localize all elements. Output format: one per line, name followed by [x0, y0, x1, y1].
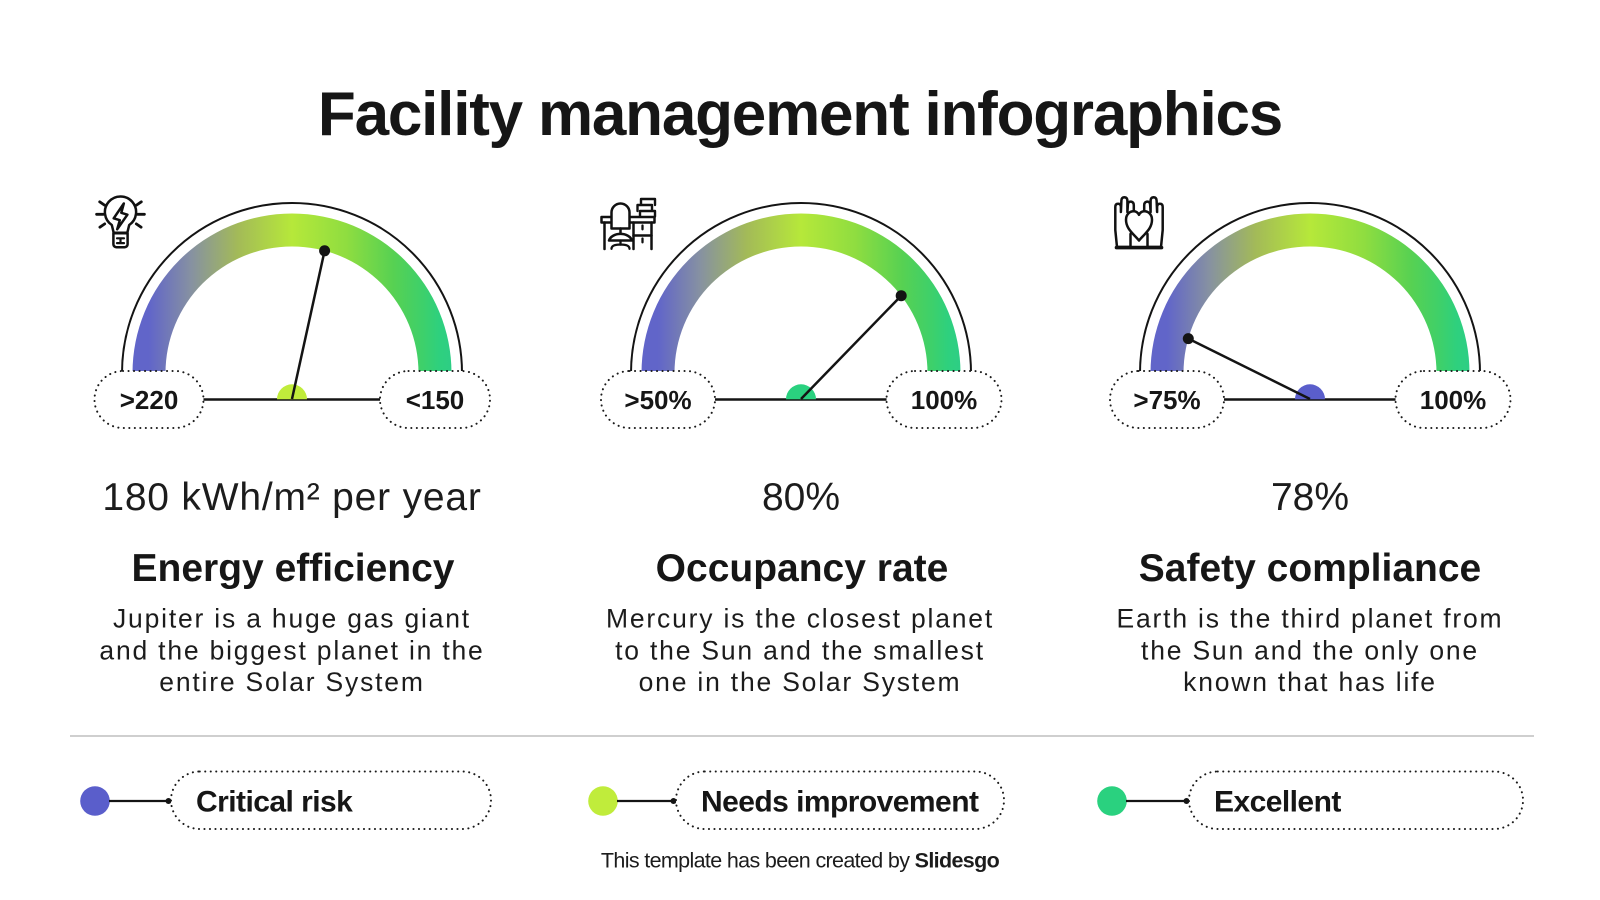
svg-text:Needs improvement: Needs improvement	[701, 786, 979, 819]
svg-text:>75%: >75%	[1133, 385, 1200, 415]
svg-text:Facility management infographi: Facility management infographics	[318, 80, 1282, 149]
svg-text:Critical risk: Critical risk	[196, 786, 353, 819]
svg-text:to the Sun and the smallest: to the Sun and the smallest	[615, 635, 985, 665]
svg-text:>220: >220	[120, 385, 179, 415]
svg-text:Jupiter is a huge gas giant: Jupiter is a huge gas giant	[113, 604, 471, 634]
svg-text:78%: 78%	[1271, 476, 1349, 519]
svg-text:entire Solar System: entire Solar System	[159, 667, 424, 697]
svg-text:Earth is the third planet from: Earth is the third planet from	[1117, 604, 1504, 634]
svg-text:known that has life: known that has life	[1183, 667, 1437, 697]
svg-text:Energy efficiency: Energy efficiency	[132, 547, 455, 590]
svg-text:Excellent: Excellent	[1214, 786, 1341, 819]
svg-text:100%: 100%	[911, 385, 978, 415]
svg-text:and the biggest planet in the: and the biggest planet in the	[99, 635, 484, 665]
svg-text:This template has been created: This template has been created by Slides…	[601, 849, 1000, 873]
svg-text:180 kWh/m² per year: 180 kWh/m² per year	[102, 476, 481, 519]
svg-text:one in the Solar System: one in the Solar System	[639, 667, 962, 697]
svg-text:Safety compliance: Safety compliance	[1139, 547, 1481, 590]
svg-text:Mercury is the closest planet: Mercury is the closest planet	[606, 604, 994, 634]
svg-text:80%: 80%	[762, 476, 840, 519]
svg-text:100%: 100%	[1420, 385, 1487, 415]
svg-text:the Sun and the only one: the Sun and the only one	[1141, 635, 1479, 665]
svg-text:>50%: >50%	[624, 385, 691, 415]
svg-text:Occupancy rate: Occupancy rate	[656, 547, 949, 590]
svg-text:<150: <150	[406, 385, 465, 415]
